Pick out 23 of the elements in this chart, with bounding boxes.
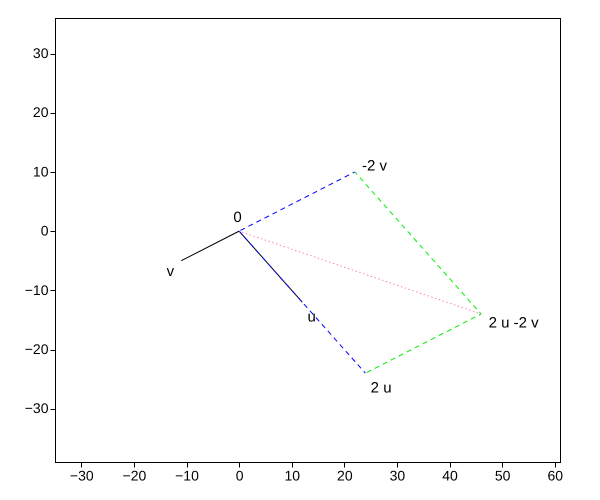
annotation: u: [308, 308, 316, 326]
y-tick-label: −30: [24, 400, 49, 416]
x-tick-label: 50: [494, 468, 511, 484]
annotation: 0: [233, 209, 242, 226]
annotation: -2 v: [362, 158, 388, 175]
y-tick-label: 0: [40, 222, 49, 239]
x-tick-label: 0: [236, 468, 244, 484]
x-tick-label: 40: [442, 468, 458, 484]
x-tick-label: −10: [175, 468, 200, 484]
x-tick-label: 20: [337, 468, 353, 484]
annotation: 2 u: [370, 380, 392, 397]
y-tick-label: −20: [24, 341, 49, 358]
y-tick-label: −10: [24, 282, 49, 298]
x-tick-label: 10: [284, 468, 300, 484]
x-tick-label: −30: [70, 468, 94, 484]
x-tick-label: 30: [390, 468, 406, 484]
y-tick-label: 20: [32, 104, 49, 120]
y-tick-label: 10: [32, 163, 49, 180]
x-tick-label: −20: [122, 468, 146, 484]
annotation: v: [166, 263, 175, 280]
annotation: 2 u -2 v: [488, 314, 540, 332]
x-tick-label: 60: [547, 468, 564, 484]
y-tick-label: 30: [32, 45, 49, 62]
